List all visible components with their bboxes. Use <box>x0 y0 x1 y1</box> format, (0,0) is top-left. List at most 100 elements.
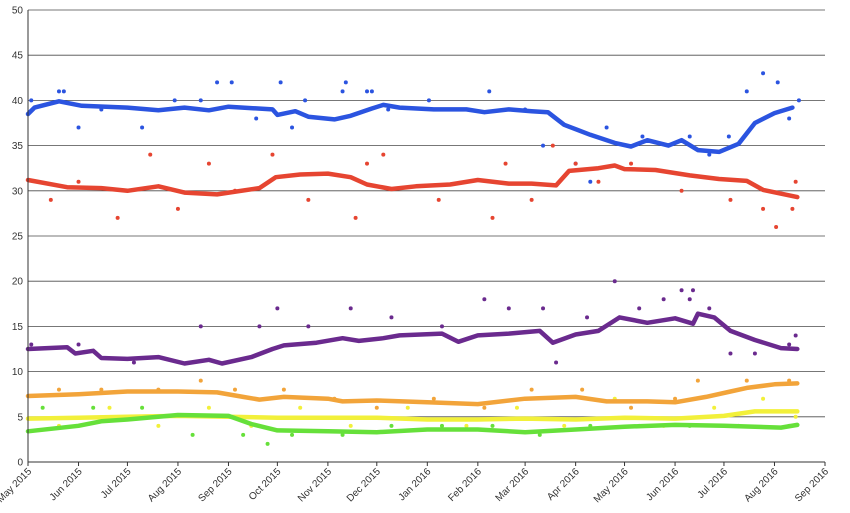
y-tick-label: 40 <box>12 96 24 107</box>
series-0-point <box>365 89 370 94</box>
series-5-point <box>91 405 96 410</box>
series-5-point <box>190 432 195 437</box>
series-1-point <box>115 215 120 220</box>
series-4-point <box>464 423 469 428</box>
series-5-point <box>265 441 270 446</box>
series-1-point <box>48 197 53 202</box>
series-1-point <box>306 197 311 202</box>
series-3-point <box>431 396 436 401</box>
series-2-point <box>439 324 444 329</box>
series-5-point <box>490 423 495 428</box>
series-0-point <box>787 116 792 121</box>
series-0-point <box>29 98 34 103</box>
grid-lines <box>28 9 825 418</box>
series-2-trend-line <box>25 311 800 366</box>
x-axis-ticks: May 2015 Jun 2015 Jul 2015 Aug 2015 Sep 2015… <box>0 462 831 505</box>
series-4-point <box>348 423 353 428</box>
x-tick-label: Nov 2015 <box>296 466 334 504</box>
series-2-point <box>637 306 642 311</box>
series-2-point <box>690 288 695 293</box>
series-4-point <box>107 405 112 410</box>
y-tick-label: 10 <box>12 367 24 378</box>
series-1-point <box>76 179 81 184</box>
x-tick-label: Apr 2016 <box>545 466 582 503</box>
series-4-point <box>712 405 717 410</box>
series-2-point <box>679 288 684 293</box>
series-1-point <box>629 161 634 166</box>
series-3-trend-line <box>25 381 800 407</box>
series-0-point <box>229 80 234 85</box>
series-2-point <box>389 315 394 320</box>
series-2-point <box>198 324 203 329</box>
y-axis-ticks: 0 5 10 15 20 25 30 35 40 45 50 <box>12 6 24 469</box>
series-2-point <box>752 351 757 356</box>
series-2-point <box>131 360 136 365</box>
series-1-point <box>353 215 358 220</box>
series-2-point <box>707 306 712 311</box>
series-2-point <box>687 297 692 302</box>
x-tick-label: Aug 2016 <box>743 466 781 504</box>
x-tick-label: May 2016 <box>592 466 631 505</box>
series-3-point <box>744 378 749 383</box>
series-5-point <box>40 405 45 410</box>
series-0-point <box>343 80 348 85</box>
series-2-point <box>348 306 353 311</box>
series-2-point <box>793 333 798 338</box>
series-0-point <box>726 134 731 139</box>
series-4-point <box>761 396 766 401</box>
series-0-point <box>290 125 295 130</box>
y-tick-label: 30 <box>12 186 24 197</box>
series-1-trend-line <box>25 163 800 200</box>
series-0-point <box>487 89 492 94</box>
y-tick-label: 35 <box>12 141 24 152</box>
series-2-point <box>787 342 792 347</box>
series-2-point <box>482 297 487 302</box>
x-tick-label: Dec 2015 <box>345 466 383 504</box>
y-tick-label: 20 <box>12 277 24 288</box>
series-2-point <box>257 324 262 329</box>
trend-lines <box>25 99 800 435</box>
series-0-point <box>588 179 593 184</box>
series-0-point <box>541 143 546 148</box>
series-0-point <box>426 98 431 103</box>
series-3-point <box>673 396 678 401</box>
series-0-point <box>254 116 259 121</box>
y-tick-label: 45 <box>12 51 24 62</box>
series-3-point <box>56 387 61 392</box>
x-tick-label: Mar 2016 <box>494 466 532 504</box>
series-2-point <box>76 342 81 347</box>
series-1-point <box>175 206 180 211</box>
series-5-point <box>340 432 345 437</box>
series-0-point <box>775 80 780 85</box>
series-4-point <box>156 423 161 428</box>
series-5-point <box>140 405 145 410</box>
series-0-point <box>140 125 145 130</box>
series-1-point <box>573 161 578 166</box>
series-3-point <box>281 387 286 392</box>
series-0-point <box>303 98 308 103</box>
series-0-point <box>215 80 220 85</box>
series-0-point <box>369 89 374 94</box>
series-3-point <box>232 387 237 392</box>
x-tick-label: Jul 2016 <box>696 466 731 501</box>
series-2-point <box>728 351 733 356</box>
series-0-point <box>76 125 81 130</box>
series-0-point <box>56 89 61 94</box>
series-1-point <box>148 152 153 157</box>
series-3-point <box>580 387 585 392</box>
series-0-trend-line <box>25 99 795 155</box>
series-5-trend-line <box>25 412 800 435</box>
series-1-point <box>774 224 779 229</box>
series-1-point <box>728 197 733 202</box>
series-4-point <box>206 405 211 410</box>
series-0-point <box>172 98 177 103</box>
series-3-point <box>482 405 487 410</box>
series-3-point <box>198 378 203 383</box>
series-0-point <box>604 125 609 130</box>
series-1-point <box>503 161 508 166</box>
x-tick-label: Jun 2015 <box>48 466 85 503</box>
series-2-point <box>306 324 311 329</box>
y-tick-label: 5 <box>17 412 23 423</box>
series-0-point <box>640 134 645 139</box>
